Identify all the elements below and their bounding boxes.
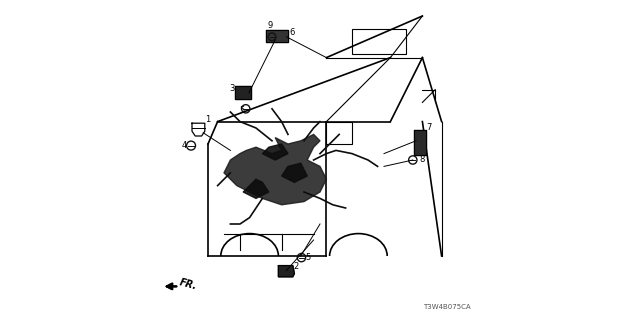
Text: 4: 4 [182,141,187,150]
Polygon shape [278,266,294,277]
Text: FR.: FR. [179,277,198,291]
Polygon shape [236,86,252,99]
Text: 8: 8 [419,155,424,164]
Text: 5: 5 [306,253,311,262]
Text: 7: 7 [426,123,431,132]
Text: 1: 1 [205,115,210,124]
Text: 6: 6 [289,28,294,37]
Text: 5: 5 [239,106,244,115]
Polygon shape [243,179,269,198]
Text: 2: 2 [293,262,299,271]
Polygon shape [414,130,426,155]
Text: 9: 9 [268,21,273,30]
Text: T3W4B075CA: T3W4B075CA [423,304,470,310]
Polygon shape [262,144,288,160]
Polygon shape [282,163,307,182]
Polygon shape [266,30,288,42]
Polygon shape [224,134,326,205]
Text: 3: 3 [230,84,235,93]
